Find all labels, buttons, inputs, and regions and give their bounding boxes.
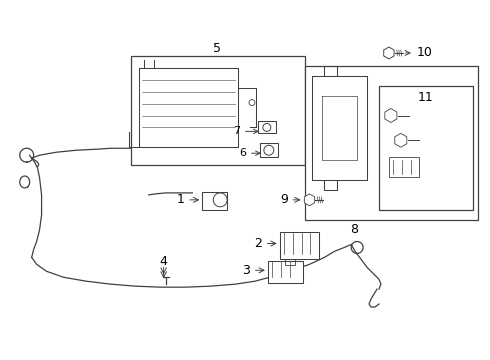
Text: 10: 10	[405, 46, 433, 59]
Text: 6: 6	[239, 148, 260, 158]
Bar	[131, 56, 305, 165]
Text: 2: 2	[254, 237, 276, 250]
Bar	[379, 86, 473, 210]
Bar	[268, 261, 302, 283]
Text: 9: 9	[280, 193, 300, 206]
Text: 11: 11	[417, 91, 434, 104]
Text: 4: 4	[160, 255, 168, 268]
Text: 7: 7	[233, 126, 258, 136]
Text: 5: 5	[213, 41, 221, 54]
Bar	[260, 143, 278, 157]
Bar	[202, 192, 227, 210]
Bar	[389, 157, 418, 177]
Text: 3: 3	[242, 264, 264, 277]
Text: 1: 1	[176, 193, 198, 206]
Bar	[280, 231, 319, 260]
Bar	[258, 121, 276, 133]
Text: 8: 8	[350, 223, 358, 236]
Bar	[305, 66, 478, 220]
